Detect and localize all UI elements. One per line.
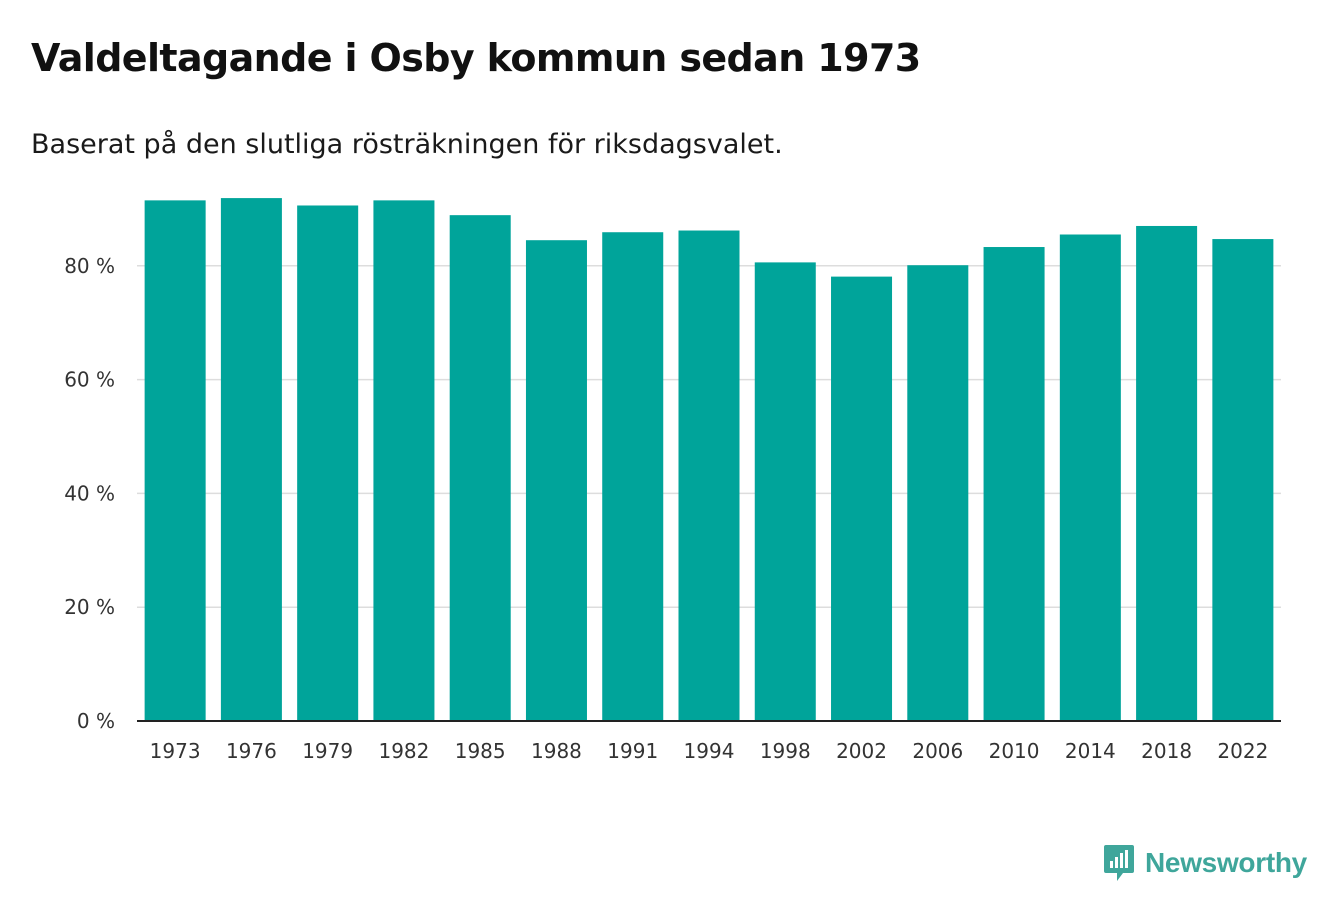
newsworthy-logo-icon — [1104, 845, 1134, 881]
bar-1991[interactable] — [602, 232, 664, 721]
x-tick-label: 1979 — [302, 739, 353, 763]
bar-1973[interactable] — [144, 200, 206, 722]
y-tick-label: 20 % — [64, 595, 115, 619]
x-tick-label: 1973 — [150, 739, 201, 763]
bar-1988[interactable] — [525, 240, 587, 721]
x-tick-label: 2022 — [1217, 739, 1268, 763]
brand-name: Newsworthy — [1145, 847, 1307, 878]
x-tick-label: 2014 — [1065, 739, 1116, 763]
chart-subtitle: Baserat på den slutliga rösträkningen fö… — [31, 129, 783, 160]
bar-2010[interactable] — [983, 247, 1045, 721]
x-tick-label: 1976 — [226, 739, 277, 763]
chart-title: Valdeltagande i Osby kommun sedan 1973 — [31, 36, 921, 80]
y-tick-label: 60 % — [64, 368, 115, 392]
bar-1976[interactable] — [220, 198, 282, 722]
bar-1994[interactable] — [678, 230, 740, 721]
bar-2006[interactable] — [907, 265, 969, 721]
newsworthy-brand[interactable]: Newsworthy — [1103, 843, 1307, 883]
bar-1998[interactable] — [754, 262, 816, 721]
bar-2014[interactable] — [1059, 234, 1121, 721]
bar-2002[interactable] — [831, 276, 893, 721]
axes: 0 % 20 % 40 % 60 % 80 % 1973 1976 1979 1982 1985 1… — [64, 254, 1281, 763]
x-tick-label: 1982 — [378, 739, 429, 763]
x-tick-label: 2010 — [989, 739, 1040, 763]
y-tick-label: 80 % — [64, 254, 115, 278]
x-tick-label: 2002 — [836, 739, 887, 763]
x-tick-label: 1994 — [684, 739, 735, 763]
bar-1982[interactable] — [373, 200, 435, 722]
x-tick-label: 2018 — [1141, 739, 1192, 763]
x-tick-label: 1991 — [607, 739, 658, 763]
bar-2022[interactable] — [1212, 239, 1274, 721]
bar-1985[interactable] — [449, 215, 511, 721]
x-tick-label: 1998 — [760, 739, 811, 763]
bar-2018[interactable] — [1136, 225, 1198, 721]
y-tick-label: 0 % — [77, 709, 115, 733]
y-tick-label: 40 % — [64, 481, 115, 505]
x-tick-label: 1985 — [455, 739, 506, 763]
bars — [144, 198, 1274, 722]
x-tick-label: 1988 — [531, 739, 582, 763]
bar-1979[interactable] — [297, 205, 359, 722]
x-tick-label: 2006 — [912, 739, 963, 763]
